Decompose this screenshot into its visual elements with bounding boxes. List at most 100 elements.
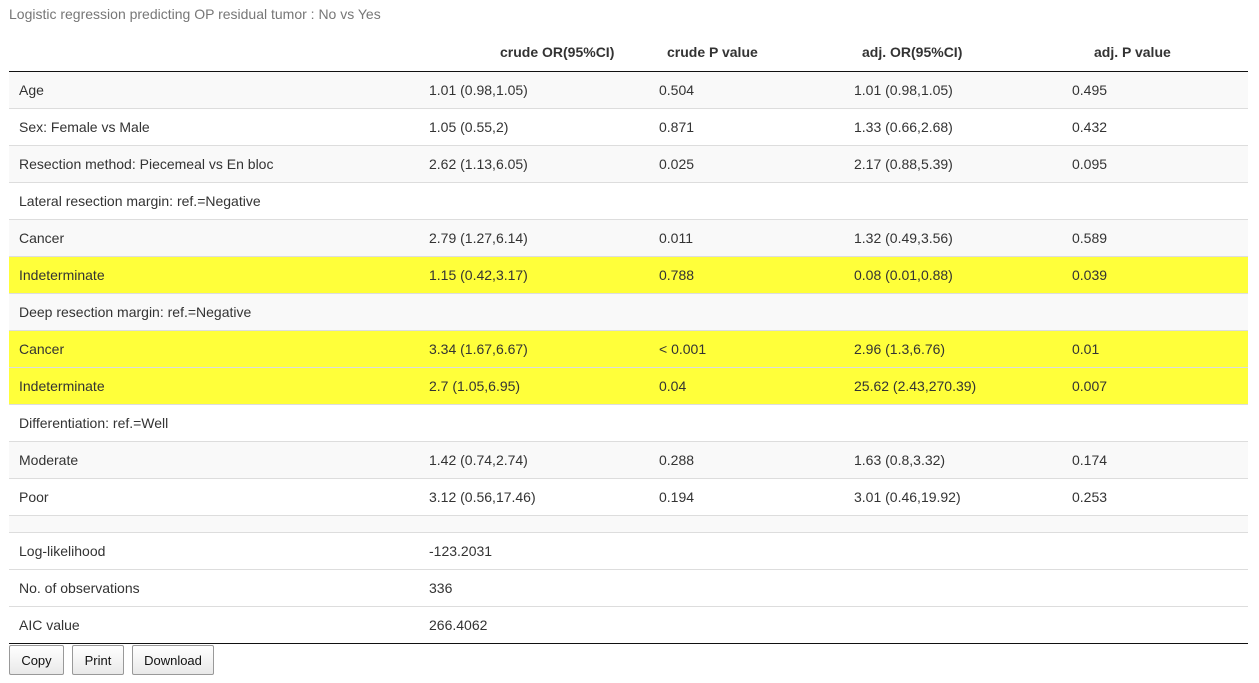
row-label: Lateral resection margin: ref.=Negative (9, 182, 429, 220)
row-label: Deep resection margin: ref.=Negative (9, 293, 429, 331)
crude-p-cell (659, 293, 854, 331)
header-crude-or[interactable]: crude OR(95%CI) (429, 33, 659, 72)
crude-p-cell: 0.504 (659, 71, 854, 109)
empty-cell (854, 606, 1072, 644)
table-row: Moderate 1.42 (0.74,2.74) 0.288 1.63 (0.… (9, 441, 1248, 479)
crude-p-cell (659, 404, 854, 442)
row-label: Sex: Female vs Male (9, 108, 429, 146)
regression-table: crude OR(95%CI) crude P value adj. OR(95… (9, 33, 1248, 644)
adj-p-cell (1072, 404, 1248, 442)
row-label: Differentiation: ref.=Well (9, 404, 429, 442)
summary-row: No. of observations 336 (9, 569, 1248, 607)
highlighted-row: Cancer 3.34 (1.67,6.67) < 0.001 2.96 (1.… (9, 330, 1248, 368)
crude-or-cell: 2.7 (1.05,6.95) (429, 367, 659, 405)
adj-p-cell: 0.495 (1072, 71, 1248, 109)
adj-or-cell: 1.63 (0.8,3.32) (854, 441, 1072, 479)
adj-or-cell (854, 293, 1072, 331)
row-label: Moderate (9, 441, 429, 479)
export-buttons: Copy Print Download (9, 645, 214, 675)
empty-cell (659, 569, 854, 607)
copy-button[interactable]: Copy (9, 645, 64, 675)
crude-or-cell: 3.34 (1.67,6.67) (429, 330, 659, 368)
crude-p-cell: 0.288 (659, 441, 854, 479)
crude-or-cell: 1.42 (0.74,2.74) (429, 441, 659, 479)
adj-p-cell: 0.589 (1072, 219, 1248, 257)
table-row: Sex: Female vs Male 1.05 (0.55,2) 0.871 … (9, 108, 1248, 146)
adj-p-cell: 0.01 (1072, 330, 1248, 368)
summary-label: AIC value (9, 606, 429, 644)
adj-p-cell: 0.039 (1072, 256, 1248, 294)
adj-or-cell: 2.17 (0.88,5.39) (854, 145, 1072, 183)
crude-or-cell: 1.05 (0.55,2) (429, 108, 659, 146)
row-label: Indeterminate (9, 367, 429, 405)
adj-or-cell: 1.33 (0.66,2.68) (854, 108, 1072, 146)
crude-or-cell: 2.62 (1.13,6.05) (429, 145, 659, 183)
crude-or-cell: 2.79 (1.27,6.14) (429, 219, 659, 257)
row-label: Cancer (9, 219, 429, 257)
table-row: Age 1.01 (0.98,1.05) 0.504 1.01 (0.98,1.… (9, 71, 1248, 109)
crude-p-cell: 0.788 (659, 256, 854, 294)
empty-cell (1072, 569, 1248, 607)
header-blank (9, 33, 429, 72)
summary-value: 336 (429, 569, 659, 607)
summary-row: Log-likelihood -123.2031 (9, 532, 1248, 570)
crude-or-cell: 1.01 (0.98,1.05) (429, 71, 659, 109)
summary-label: No. of observations (9, 569, 429, 607)
adj-p-cell (1072, 182, 1248, 220)
adj-or-cell (854, 182, 1072, 220)
adj-p-cell (1072, 293, 1248, 331)
row-label: Cancer (9, 330, 429, 368)
empty-cell (854, 532, 1072, 570)
adj-or-cell (854, 404, 1072, 442)
row-label: Resection method: Piecemeal vs En bloc (9, 145, 429, 183)
empty-cell (659, 532, 854, 570)
spacer-cell (9, 515, 1248, 533)
crude-p-cell: 0.871 (659, 108, 854, 146)
empty-cell (659, 606, 854, 644)
summary-value: -123.2031 (429, 532, 659, 570)
highlighted-row: Indeterminate 2.7 (1.05,6.95) 0.04 25.62… (9, 367, 1248, 405)
adj-or-cell: 3.01 (0.46,19.92) (854, 478, 1072, 516)
crude-p-cell: < 0.001 (659, 330, 854, 368)
table-row: Deep resection margin: ref.=Negative (9, 293, 1248, 331)
adj-p-cell: 0.174 (1072, 441, 1248, 479)
header-adj-or[interactable]: adj. OR(95%CI) (854, 33, 1072, 72)
crude-or-cell (429, 182, 659, 220)
adj-or-cell: 1.32 (0.49,3.56) (854, 219, 1072, 257)
header-adj-p[interactable]: adj. P value (1072, 33, 1248, 72)
adj-p-cell: 0.432 (1072, 108, 1248, 146)
empty-cell (854, 569, 1072, 607)
row-label: Poor (9, 478, 429, 516)
summary-row: AIC value 266.4062 (9, 606, 1248, 644)
crude-p-cell: 0.194 (659, 478, 854, 516)
empty-cell (1072, 606, 1248, 644)
table-row: Poor 3.12 (0.56,17.46) 0.194 3.01 (0.46,… (9, 478, 1248, 516)
adj-p-cell: 0.007 (1072, 367, 1248, 405)
download-button[interactable]: Download (132, 645, 214, 675)
row-label: Indeterminate (9, 256, 429, 294)
crude-or-cell (429, 293, 659, 331)
header-crude-p[interactable]: crude P value (659, 33, 854, 72)
table-row: Lateral resection margin: ref.=Negative (9, 182, 1248, 220)
adj-p-cell: 0.095 (1072, 145, 1248, 183)
header-row: crude OR(95%CI) crude P value adj. OR(95… (9, 33, 1248, 72)
adj-or-cell: 1.01 (0.98,1.05) (854, 71, 1072, 109)
table-row: Cancer 2.79 (1.27,6.14) 0.011 1.32 (0.49… (9, 219, 1248, 257)
row-label: Age (9, 71, 429, 109)
adj-or-cell: 0.08 (0.01,0.88) (854, 256, 1072, 294)
table-caption: Logistic regression predicting OP residu… (9, 6, 381, 22)
adj-or-cell: 2.96 (1.3,6.76) (854, 330, 1072, 368)
adj-or-cell: 25.62 (2.43,270.39) (854, 367, 1072, 405)
empty-cell (1072, 532, 1248, 570)
crude-p-cell: 0.011 (659, 219, 854, 257)
table-row: Differentiation: ref.=Well (9, 404, 1248, 442)
print-button[interactable]: Print (72, 645, 124, 675)
highlighted-row: Indeterminate 1.15 (0.42,3.17) 0.788 0.0… (9, 256, 1248, 294)
crude-p-cell: 0.04 (659, 367, 854, 405)
crude-p-cell: 0.025 (659, 145, 854, 183)
crude-p-cell (659, 182, 854, 220)
spacer-row (9, 515, 1248, 533)
crude-or-cell: 1.15 (0.42,3.17) (429, 256, 659, 294)
crude-or-cell: 3.12 (0.56,17.46) (429, 478, 659, 516)
table-row: Resection method: Piecemeal vs En bloc 2… (9, 145, 1248, 183)
